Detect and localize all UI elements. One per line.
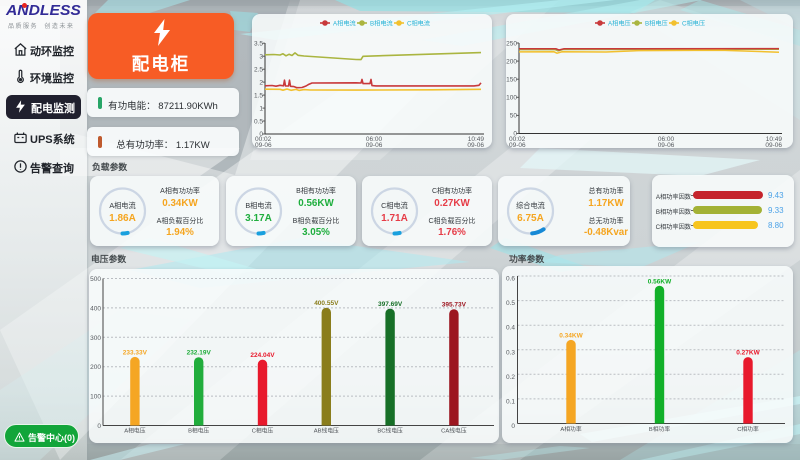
svg-text:400: 400 — [90, 305, 101, 312]
svg-text:09-06: 09-06 — [658, 142, 675, 148]
svg-text:0.6: 0.6 — [506, 276, 515, 283]
svg-text:C相电压: C相电压 — [252, 427, 274, 435]
svg-text:1.86A: 1.86A — [109, 213, 136, 224]
svg-text:2.5: 2.5 — [254, 67, 263, 74]
svg-text:B相功率: B相功率 — [649, 425, 670, 433]
svg-text:10:49: 10:49 — [468, 136, 485, 143]
svg-text:0.5: 0.5 — [254, 119, 263, 126]
svg-text:A相电压: A相电压 — [608, 19, 631, 27]
svg-text:06:00: 06:00 — [366, 136, 383, 143]
svg-text:400.55V: 400.55V — [314, 300, 339, 307]
svg-text:C相电流: C相电流 — [381, 201, 408, 210]
svg-text:100: 100 — [506, 95, 517, 102]
svg-text:A相电流: A相电流 — [333, 19, 356, 27]
svg-text:B相电压: B相电压 — [645, 19, 668, 27]
svg-text:0.1: 0.1 — [506, 398, 515, 405]
svg-text:0.34KW: 0.34KW — [559, 332, 583, 339]
svg-text:0.5: 0.5 — [506, 300, 515, 307]
svg-text:0: 0 — [513, 131, 517, 138]
svg-text:0.27KW: 0.27KW — [736, 350, 760, 357]
svg-text:397.69V: 397.69V — [378, 301, 403, 308]
svg-text:A相电压: A相电压 — [124, 427, 145, 435]
svg-text:150: 150 — [506, 77, 517, 84]
svg-text:200: 200 — [506, 59, 517, 66]
svg-text:B相电压: B相电压 — [188, 427, 209, 435]
svg-text:224.04V: 224.04V — [250, 352, 275, 359]
svg-text:C相功率: C相功率 — [737, 425, 759, 433]
svg-text:C相电流: C相电流 — [407, 19, 430, 27]
svg-text:250: 250 — [506, 41, 517, 48]
svg-text:09-06: 09-06 — [765, 142, 782, 148]
svg-text:BC线电压: BC线电压 — [377, 427, 403, 435]
svg-text:09-06: 09-06 — [255, 142, 272, 148]
svg-text:09-06: 09-06 — [366, 142, 383, 148]
svg-text:0: 0 — [511, 423, 515, 430]
svg-text:100: 100 — [90, 394, 101, 401]
svg-text:CA线电压: CA线电压 — [441, 427, 467, 435]
svg-text:0.4: 0.4 — [506, 325, 515, 332]
svg-text:AB线电压: AB线电压 — [314, 427, 339, 435]
svg-text:B相电流: B相电流 — [245, 201, 271, 210]
svg-text:1.71A: 1.71A — [381, 213, 408, 224]
svg-text:0: 0 — [259, 131, 263, 138]
svg-text:1: 1 — [259, 106, 263, 113]
svg-text:C相电压: C相电压 — [682, 19, 705, 27]
svg-text:0.2: 0.2 — [506, 374, 515, 381]
svg-text:200: 200 — [90, 364, 101, 371]
svg-text:233.33V: 233.33V — [123, 349, 148, 356]
svg-text:06:00: 06:00 — [658, 136, 675, 143]
svg-text:300: 300 — [90, 335, 101, 342]
svg-text:00:02: 00:02 — [509, 136, 526, 143]
svg-text:0.56KW: 0.56KW — [648, 278, 672, 285]
svg-text:A相电流: A相电流 — [109, 201, 135, 210]
svg-text:09-06: 09-06 — [467, 142, 484, 148]
svg-text:B相电流: B相电流 — [370, 19, 393, 27]
svg-text:500: 500 — [90, 276, 101, 283]
svg-text:3: 3 — [259, 54, 263, 61]
svg-text:232.19V: 232.19V — [187, 350, 212, 357]
svg-text:2: 2 — [259, 80, 263, 87]
svg-text:3.5: 3.5 — [254, 41, 263, 48]
svg-text:00:02: 00:02 — [255, 136, 272, 143]
svg-text:10:49: 10:49 — [766, 136, 783, 143]
svg-text:1.5: 1.5 — [254, 93, 263, 100]
svg-text:A相功率: A相功率 — [560, 425, 581, 433]
svg-text:09-06: 09-06 — [509, 142, 526, 148]
svg-text:50: 50 — [510, 113, 518, 120]
svg-text:6.75A: 6.75A — [517, 213, 544, 224]
svg-text:0.3: 0.3 — [506, 349, 515, 356]
svg-text:综合电流: 综合电流 — [516, 201, 545, 210]
svg-text:395.73V: 395.73V — [442, 302, 467, 309]
svg-text:3.17A: 3.17A — [245, 213, 272, 224]
svg-text:0: 0 — [97, 423, 101, 430]
